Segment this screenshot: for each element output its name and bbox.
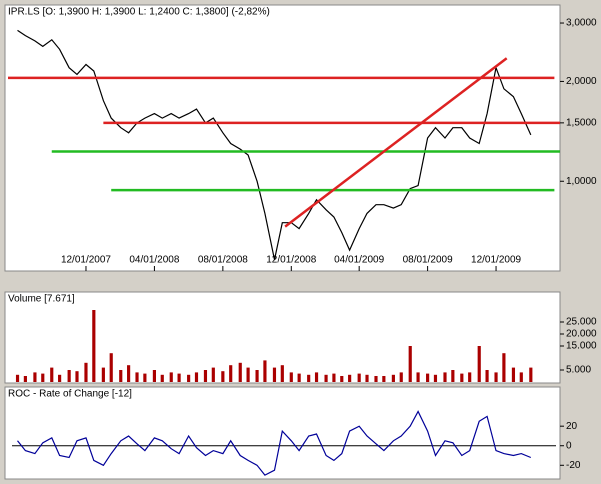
volume-bar — [416, 372, 420, 382]
volume-bar — [485, 370, 489, 382]
volume-bar — [314, 372, 319, 382]
volume-bar — [519, 372, 523, 382]
volume-bar — [101, 367, 105, 382]
volume-bar — [211, 367, 215, 382]
volume-bar — [23, 376, 27, 382]
y-tick-label: 3,0000 — [566, 18, 597, 29]
volume-bar — [143, 373, 147, 382]
volume-bar — [169, 372, 173, 382]
price-line — [17, 29, 532, 260]
price-panel — [4, 4, 561, 272]
y-tick-label: 20.000 — [566, 329, 597, 340]
volume-bar — [289, 372, 293, 382]
x-tick-label: 04/01/2009 — [334, 255, 384, 266]
volume-bar — [229, 365, 233, 382]
volume-bar — [92, 310, 96, 382]
y-tick-label: 2,0000 — [566, 76, 597, 87]
volume-bar — [119, 370, 123, 382]
volume-bar — [152, 370, 156, 382]
volume-bar — [238, 362, 242, 382]
x-tick-label: 04/01/2008 — [129, 255, 179, 266]
volume-bar — [194, 372, 199, 382]
volume-bar — [426, 373, 430, 382]
volume-bar — [451, 370, 455, 382]
volume-bar — [408, 346, 412, 382]
volume-bar — [75, 371, 79, 382]
volume-bar — [460, 373, 464, 382]
x-tick-label: 12/01/2009 — [471, 255, 521, 266]
volume-bar — [433, 374, 438, 382]
volume-bar — [255, 370, 259, 382]
volume-bar — [443, 372, 447, 382]
volume-bar — [297, 373, 301, 382]
volume-bar — [399, 372, 403, 382]
volume-bar — [127, 365, 131, 382]
volume-bar — [187, 374, 191, 382]
y-tick-label: 5.000 — [566, 365, 591, 376]
y-tick-label: 20 — [566, 421, 578, 432]
volume-bar — [135, 372, 139, 382]
volume-bar — [340, 376, 344, 382]
volume-bar — [494, 372, 498, 382]
y-tick-label: 0 — [566, 440, 572, 451]
volume-bar — [357, 373, 361, 382]
y-tick-label: -20 — [566, 460, 581, 471]
volume-bar — [84, 362, 88, 382]
volume-bar — [468, 372, 472, 382]
volume-bar — [324, 374, 328, 382]
y-tick-label: 15.000 — [566, 341, 597, 352]
volume-bar — [332, 373, 336, 382]
y-tick-label: 25.000 — [566, 317, 597, 328]
volume-bar — [348, 374, 352, 382]
volume-bar — [391, 374, 395, 382]
volume-bar — [177, 373, 181, 382]
volume-bar — [203, 370, 208, 382]
annotation-line — [284, 57, 508, 228]
x-tick-label: 08/01/2009 — [403, 255, 453, 266]
y-tick-label: 1,0000 — [566, 176, 597, 187]
volume-bar — [221, 371, 225, 382]
x-tick-label: 12/01/2007 — [61, 255, 111, 266]
roc-legend: ROC - Rate of Change [-12] — [8, 389, 132, 400]
volume-legend: Volume [7.671] — [8, 294, 75, 305]
volume-bar — [307, 374, 311, 382]
volume-bar — [374, 376, 378, 382]
volume-bar — [50, 367, 54, 382]
volume-bar — [58, 374, 62, 382]
volume-bar — [382, 376, 386, 382]
volume-bar — [477, 346, 481, 382]
volume-bar — [511, 367, 516, 382]
volume-bar — [15, 374, 20, 382]
volume-bar — [246, 367, 250, 382]
volume-bar — [67, 370, 71, 382]
volume-bar — [109, 353, 113, 382]
volume-bar — [502, 353, 506, 382]
volume-bar — [263, 360, 267, 382]
volume-bar — [160, 374, 164, 382]
roc-line — [17, 410, 532, 476]
price-legend: IPR.LS [O: 1,3900 H: 1,3900 L: 1,2400 C:… — [8, 7, 270, 18]
volume-bar — [529, 367, 533, 382]
y-tick-label: 1,5000 — [566, 117, 597, 128]
volume-bar — [33, 372, 37, 382]
x-tick-label: 08/01/2008 — [198, 255, 248, 266]
volume-bar — [272, 367, 277, 382]
volume-bar — [41, 373, 45, 382]
volume-bar — [280, 365, 284, 382]
volume-bar — [365, 374, 369, 382]
x-tick-label: 12/01/2008 — [266, 255, 316, 266]
